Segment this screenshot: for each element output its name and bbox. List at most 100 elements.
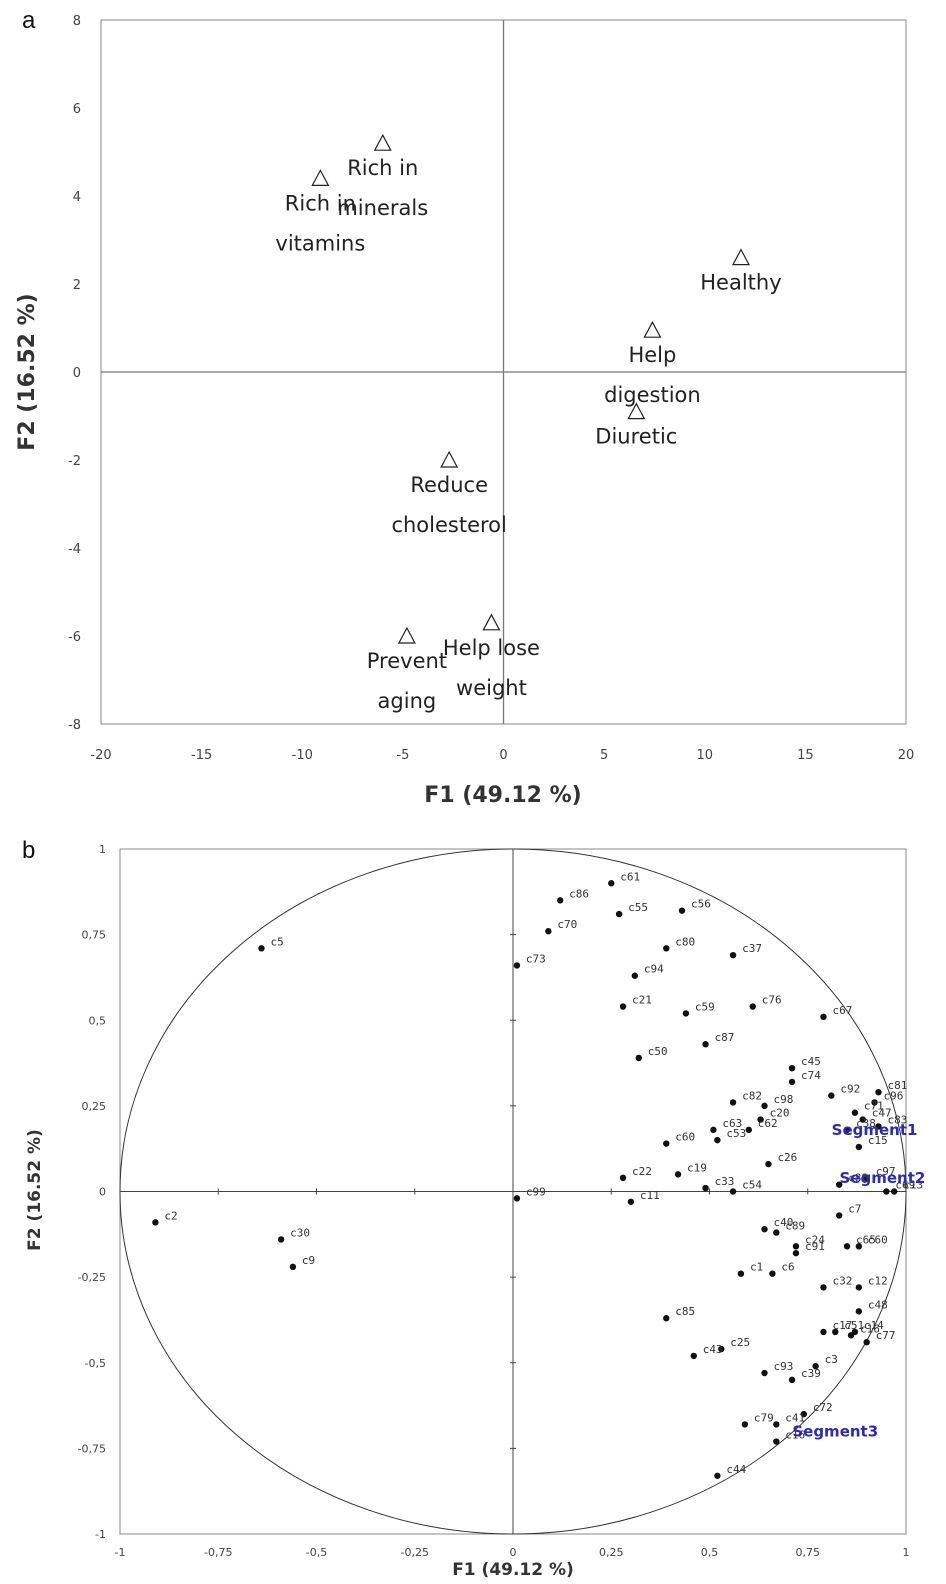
dot-marker bbox=[792, 1243, 800, 1250]
consumer-points: c61 c86 c55 c56 c70 c5 c73 c80 c37 c94 c21 c59 c76 c6… bbox=[152, 870, 923, 1479]
consumer-label: c47 bbox=[872, 1107, 892, 1120]
x-tick-label-a: -10 bbox=[292, 748, 313, 763]
consumer-label: c96 bbox=[884, 1089, 904, 1102]
consumer-point: c72 bbox=[800, 1401, 833, 1418]
attribute-label: weight bbox=[456, 676, 527, 700]
triangle-marker bbox=[311, 169, 330, 186]
triangle-marker bbox=[643, 320, 662, 338]
dot-marker bbox=[875, 1123, 882, 1130]
consumer-point: c81 bbox=[875, 1079, 907, 1096]
dot-marker bbox=[788, 1376, 796, 1384]
x-tick-label-b: 1 bbox=[903, 1546, 910, 1559]
consumer-label: c67 bbox=[832, 1004, 852, 1017]
consumer-label: c70 bbox=[557, 918, 577, 931]
x-tick-label-a: 10 bbox=[696, 748, 713, 763]
consumer-label: c6 bbox=[781, 1261, 794, 1274]
consumer-point: c76 bbox=[749, 994, 782, 1010]
consumer-label: c37 bbox=[742, 942, 762, 955]
dot-marker bbox=[619, 1174, 627, 1182]
consumer-point: c19 bbox=[674, 1161, 707, 1178]
dot-marker bbox=[745, 1126, 752, 1134]
y-tick-label-b: 0,25 bbox=[82, 1100, 107, 1113]
attribute-point: Prevent aging bbox=[367, 626, 447, 713]
consumer-label: c11 bbox=[640, 1189, 660, 1202]
segment-labels: Segment1 Segment2 Segment3 bbox=[792, 1121, 925, 1440]
consumer-point: c2 bbox=[152, 1209, 178, 1226]
dot-marker bbox=[883, 1188, 890, 1195]
consumer-label: c86 bbox=[569, 887, 589, 900]
dot-marker bbox=[741, 1421, 749, 1428]
y-tick-label-b: 1 bbox=[99, 843, 106, 856]
consumer-label: c98 bbox=[774, 1093, 794, 1106]
x-axis-label-b: F1 (49.12 %) bbox=[452, 1560, 574, 1580]
consumer-point: c89 bbox=[773, 1220, 805, 1236]
dot-marker bbox=[674, 1171, 682, 1178]
triangle-marker bbox=[627, 402, 646, 420]
consumer-label: c15 bbox=[868, 1134, 888, 1147]
dot-marker bbox=[871, 1099, 878, 1106]
consumer-point: c21 bbox=[619, 994, 652, 1010]
dot-marker bbox=[513, 962, 521, 969]
consumer-label: c5 bbox=[270, 935, 283, 948]
dot-marker bbox=[714, 1472, 721, 1479]
consumer-point: c40 bbox=[761, 1216, 793, 1233]
consumer-point: c32 bbox=[820, 1274, 852, 1291]
x-tick-label-b: -0,25 bbox=[401, 1546, 429, 1559]
dot-marker bbox=[843, 1243, 851, 1250]
consumer-point: c56 bbox=[678, 898, 711, 914]
segment-label: Segment1 bbox=[832, 1121, 918, 1139]
y-ticks-b: 1 0,75 0,5 0,25 0 -0,25 -0,5 -0,75 -1 bbox=[78, 843, 106, 1541]
dot-marker bbox=[690, 1352, 697, 1360]
consumer-point: c24 bbox=[792, 1233, 825, 1250]
consumer-point: c67 bbox=[820, 1004, 852, 1021]
dot-marker bbox=[663, 1140, 670, 1147]
consumer-point: c14 bbox=[851, 1319, 884, 1336]
zero-axes-a bbox=[101, 20, 906, 724]
x-tick-label-a: 15 bbox=[797, 748, 814, 763]
consumer-label: c54 bbox=[742, 1179, 762, 1192]
attribute-label: Reduce bbox=[410, 473, 488, 497]
consumer-label: c17 bbox=[832, 1319, 852, 1332]
consumer-point: c50 bbox=[635, 1045, 668, 1062]
consumer-label: c85 bbox=[675, 1305, 695, 1318]
consumer-point: c11 bbox=[627, 1189, 660, 1205]
dot-marker bbox=[737, 1270, 745, 1277]
dot-marker bbox=[277, 1236, 285, 1243]
consumer-label: c77 bbox=[876, 1329, 896, 1342]
consumer-label: c9 bbox=[302, 1254, 315, 1267]
consumer-label: c61 bbox=[620, 870, 640, 883]
x-tick-label-b: 0,25 bbox=[599, 1546, 624, 1559]
consumer-label: c24 bbox=[805, 1233, 825, 1246]
triangle-marker bbox=[373, 133, 392, 151]
consumer-label: c16 bbox=[785, 1429, 805, 1442]
triangle-marker bbox=[482, 613, 501, 631]
consumer-label: c2 bbox=[164, 1209, 177, 1222]
triangle-marker bbox=[397, 626, 416, 644]
dot-marker bbox=[663, 945, 670, 952]
attribute-label: Diuretic bbox=[595, 425, 677, 449]
panel-b-chart: b -1 -0,75 -0,5 -0,25 0 0,25 0,5 0,75 1 1 0,75 0,5… bbox=[22, 837, 925, 1580]
consumer-point: c55 bbox=[615, 901, 648, 918]
consumer-point: c80 bbox=[663, 935, 695, 952]
dot-marker bbox=[891, 1188, 898, 1195]
consumer-point: c63 bbox=[710, 1117, 742, 1134]
consumer-label: c16 bbox=[860, 1322, 880, 1335]
consumer-label: c39 bbox=[801, 1367, 821, 1380]
consumer-point: c91 bbox=[792, 1240, 825, 1257]
consumer-label: c53 bbox=[726, 1127, 746, 1140]
consumer-label: c79 bbox=[754, 1411, 774, 1424]
consumer-label: c32 bbox=[832, 1274, 852, 1287]
attribute-label: Help lose bbox=[443, 636, 540, 660]
correlation-circle bbox=[119, 848, 907, 1535]
segment-label: Segment3 bbox=[792, 1422, 878, 1440]
attribute-label: minerals bbox=[337, 196, 428, 220]
consumer-label: c74 bbox=[801, 1069, 821, 1082]
dot-marker bbox=[619, 1003, 627, 1010]
x-tick-label-a: -15 bbox=[191, 748, 212, 763]
consumer-label: c62 bbox=[758, 1117, 778, 1130]
consumer-label: c97 bbox=[876, 1165, 896, 1178]
x-tick-label-b: 0,75 bbox=[796, 1546, 821, 1559]
dot-marker bbox=[729, 951, 737, 959]
